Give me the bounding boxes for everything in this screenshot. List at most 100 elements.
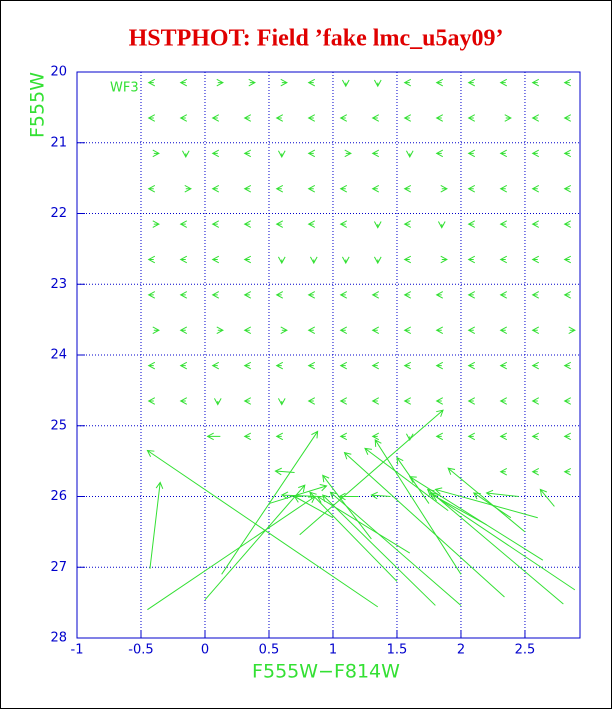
arrow	[371, 397, 380, 405]
arrow	[467, 220, 476, 228]
arrow	[467, 255, 476, 264]
arrow	[322, 474, 372, 540]
arrow	[396, 456, 430, 504]
arrow	[499, 149, 508, 158]
arrow	[243, 220, 252, 228]
arrow	[179, 291, 188, 299]
arrow	[499, 432, 508, 441]
arrow	[280, 78, 288, 87]
arrow	[243, 361, 252, 370]
arrow	[531, 326, 540, 335]
arrow	[243, 291, 252, 299]
arrow	[539, 488, 555, 507]
arrow	[307, 326, 316, 335]
arrow	[435, 114, 444, 122]
arrow	[243, 326, 252, 335]
arrow	[293, 495, 334, 519]
arrow	[531, 114, 540, 122]
arrow	[211, 220, 220, 228]
arrow	[435, 326, 444, 335]
arrow	[179, 220, 188, 228]
arrow	[563, 432, 572, 441]
arrow	[280, 491, 321, 500]
arrow	[499, 291, 508, 299]
arrow	[206, 432, 221, 441]
arrow	[434, 487, 538, 519]
arrow	[373, 256, 382, 265]
arrow	[184, 184, 192, 193]
arrow	[499, 78, 508, 87]
arrow	[243, 184, 252, 193]
y-tick-label: 26	[50, 489, 67, 504]
arrow	[152, 149, 160, 158]
arrow	[275, 361, 284, 370]
arrow	[147, 361, 156, 370]
arrow	[531, 432, 540, 441]
arrow	[179, 397, 188, 405]
arrow	[447, 467, 526, 533]
arrow	[211, 114, 220, 122]
arrow	[211, 291, 220, 299]
arrow	[339, 184, 348, 193]
arrow	[373, 79, 382, 88]
arrow	[403, 114, 412, 122]
arrow	[146, 449, 379, 608]
arrow	[338, 492, 359, 501]
arrow	[179, 114, 188, 122]
arrow	[499, 184, 508, 193]
arrow	[371, 114, 380, 122]
arrow	[243, 255, 252, 264]
arrow	[371, 184, 380, 193]
arrow	[563, 114, 572, 122]
arrow	[531, 467, 540, 476]
arrow	[341, 79, 350, 88]
arrow	[307, 149, 316, 158]
y-tick-label: 27	[50, 560, 67, 575]
arrow	[343, 451, 505, 598]
arrow	[485, 489, 519, 498]
arrow	[563, 291, 572, 299]
arrow	[149, 481, 164, 569]
arrow	[309, 491, 398, 582]
arrow	[467, 326, 476, 335]
arrow	[531, 184, 540, 193]
arrow	[339, 432, 348, 441]
arrow	[374, 439, 462, 575]
arrow	[440, 255, 448, 264]
arrow	[437, 221, 446, 229]
arrow	[243, 432, 252, 441]
arrow	[147, 397, 156, 405]
arrow	[467, 184, 476, 193]
arrow	[179, 361, 188, 370]
arrow	[467, 432, 476, 441]
arrow	[339, 220, 348, 228]
arrow	[531, 255, 540, 264]
plot-frame	[76, 71, 581, 639]
arrow	[275, 432, 284, 441]
arrow	[499, 220, 508, 228]
arrow	[211, 361, 220, 370]
arrow	[309, 256, 318, 265]
arrow	[274, 467, 295, 476]
arrow	[531, 361, 540, 370]
arrow	[504, 114, 512, 122]
arrow	[179, 255, 188, 264]
arrow	[277, 150, 286, 158]
arrow	[275, 220, 284, 228]
arrow	[499, 467, 508, 476]
arrow	[499, 397, 508, 405]
arrow	[440, 184, 448, 193]
x-axis-title: F555W−F814W	[252, 661, 400, 683]
arrow	[152, 326, 160, 335]
arrow	[216, 78, 224, 87]
arrow	[435, 432, 444, 441]
arrow	[364, 447, 449, 512]
arrow	[307, 220, 316, 228]
arrow	[179, 326, 188, 335]
arrow	[435, 78, 444, 87]
arrow	[277, 256, 286, 265]
arrow	[563, 184, 572, 193]
arrow	[403, 397, 412, 405]
arrow	[275, 291, 284, 299]
x-tick-label: 0	[201, 643, 209, 658]
